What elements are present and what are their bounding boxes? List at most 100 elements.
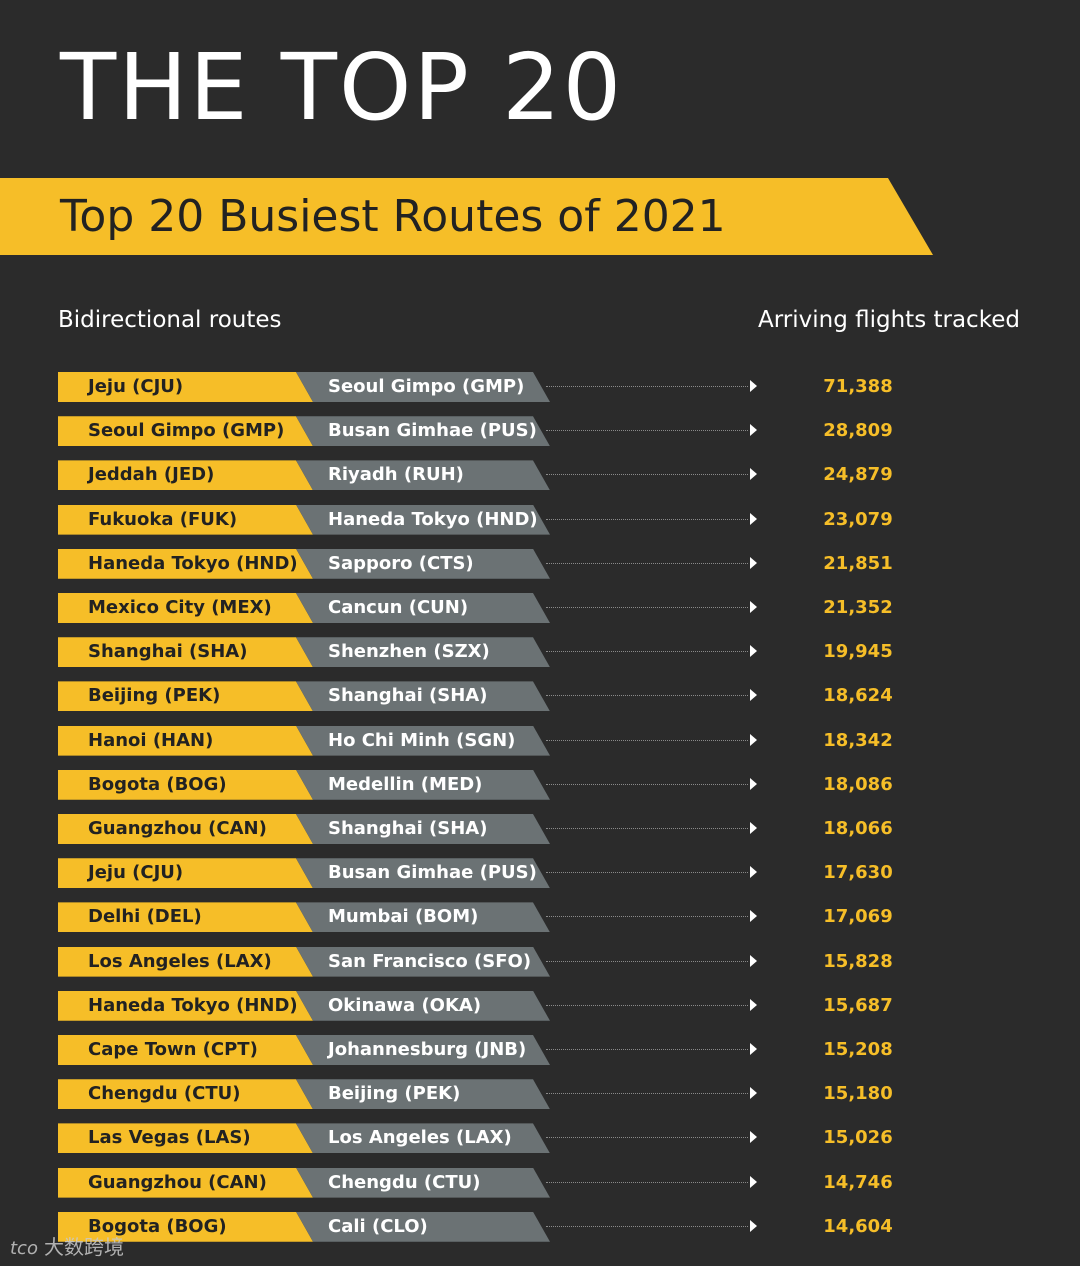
flights-value: 19,945	[823, 641, 893, 663]
arrow-right-icon	[750, 777, 757, 790]
route-destination: Ho Chi Minh (SGN)	[296, 725, 550, 756]
arrow-right-icon	[750, 1175, 757, 1188]
dotted-leader-line	[546, 1137, 748, 1139]
table-row: Cape Town (CPT) Johannesburg (JNB) 15,208	[0, 1035, 1080, 1065]
arrow-right-icon	[750, 910, 757, 923]
table-row: Beijing (PEK) Shanghai (SHA) 18,624	[0, 681, 1080, 712]
table-row: Jeju (CJU) Seoul Gimpo (GMP) 71,388	[0, 372, 1080, 402]
flights-value: 21,851	[823, 552, 893, 574]
flights-column-header: Arriving flights tracked	[758, 307, 1020, 333]
arrow-right-icon	[750, 998, 757, 1011]
arrow-right-icon	[750, 866, 757, 879]
route-origin: Fukuoka (FUK)	[58, 504, 313, 535]
arrow-right-icon	[750, 1043, 757, 1055]
watermark-text: 大数跨境	[43, 1235, 124, 1259]
route-destination: Sapporo (CTS)	[296, 548, 550, 579]
route-origin: Chengdu (CTU)	[58, 1079, 313, 1110]
dotted-leader-line	[546, 1181, 748, 1183]
arrow-right-icon	[750, 380, 757, 392]
table-row: Shanghai (SHA) Shenzhen (SZX) 19,945	[0, 637, 1080, 668]
route-origin: Cape Town (CPT)	[58, 1035, 313, 1065]
route-destination: Busan Gimhae (PUS)	[296, 858, 550, 889]
route-origin: Beijing (PEK)	[58, 681, 313, 712]
route-destination: Cali (CLO)	[296, 1211, 550, 1242]
route-destination: Beijing (PEK)	[296, 1079, 550, 1110]
dotted-leader-line	[546, 651, 748, 653]
table-row: Jeddah (JED) Riyadh (RUH) 24,879	[0, 460, 1080, 491]
dotted-leader-line	[546, 872, 748, 874]
dotted-leader-line	[546, 1093, 748, 1095]
flights-value: 18,066	[823, 818, 893, 839]
arrow-right-icon	[750, 1219, 757, 1232]
arrow-right-icon	[750, 512, 757, 525]
route-destination: Busan Gimhae (PUS)	[296, 416, 550, 447]
chart-title: Top 20 Busiest Routes of 2021	[60, 191, 726, 242]
arrow-right-icon	[750, 468, 757, 481]
arrow-right-icon	[750, 822, 757, 834]
table-row: Haneda Tokyo (HND) Okinawa (OKA) 15,687	[0, 990, 1080, 1021]
dotted-leader-line	[546, 607, 748, 608]
table-row: Las Vegas (LAS) Los Angeles (LAX) 15,026	[0, 1123, 1080, 1154]
route-destination: Seoul Gimpo (GMP)	[296, 372, 550, 402]
dotted-leader-line	[546, 562, 748, 564]
arrow-right-icon	[750, 556, 757, 569]
flights-value: 71,388	[823, 376, 893, 397]
flights-value: 17,069	[823, 906, 893, 928]
dotted-leader-line	[546, 1004, 748, 1006]
arrow-right-icon	[750, 689, 757, 702]
route-origin: Bogota (BOG)	[58, 1211, 313, 1242]
dotted-leader-line	[546, 518, 748, 520]
route-origin: Los Angeles (LAX)	[58, 946, 313, 977]
table-row: Chengdu (CTU) Beijing (PEK) 15,180	[0, 1079, 1080, 1110]
route-origin: Haneda Tokyo (HND)	[58, 990, 313, 1021]
flights-value: 24,879	[823, 464, 893, 486]
table-row: Jeju (CJU) Busan Gimhae (PUS) 17,630	[0, 858, 1080, 889]
route-destination: Riyadh (RUH)	[296, 460, 550, 491]
flights-value: 14,746	[823, 1171, 893, 1193]
route-origin: Guangzhou (CAN)	[58, 814, 313, 844]
flights-value: 21,352	[823, 597, 893, 618]
table-row: Guangzhou (CAN) Chengdu (CTU) 14,746	[0, 1167, 1080, 1198]
dotted-leader-line	[546, 474, 748, 476]
dotted-leader-line	[546, 1225, 748, 1227]
arrow-right-icon	[750, 645, 757, 658]
arrow-right-icon	[750, 733, 757, 746]
dotted-leader-line	[546, 695, 748, 697]
route-origin: Las Vegas (LAS)	[58, 1123, 313, 1154]
table-row: Seoul Gimpo (GMP) Busan Gimhae (PUS) 28,80…	[0, 416, 1080, 447]
arrow-right-icon	[750, 424, 757, 437]
flights-value: 14,604	[823, 1215, 893, 1237]
flights-value: 18,086	[823, 773, 893, 795]
route-destination: Mumbai (BOM)	[296, 902, 550, 933]
route-destination: Haneda Tokyo (HND)	[296, 504, 550, 535]
dotted-leader-line	[546, 386, 748, 387]
route-destination: Shanghai (SHA)	[296, 681, 550, 712]
route-origin: Seoul Gimpo (GMP)	[58, 416, 313, 447]
route-origin: Haneda Tokyo (HND)	[58, 548, 313, 579]
route-destination: Cancun (CUN)	[296, 593, 550, 623]
route-destination: Johannesburg (JNB)	[296, 1035, 550, 1065]
flights-value: 15,208	[823, 1039, 893, 1060]
route-destination: Medellin (MED)	[296, 769, 550, 800]
route-origin: Jeju (CJU)	[58, 372, 313, 402]
route-origin: Jeddah (JED)	[58, 460, 313, 491]
route-destination: Chengdu (CTU)	[296, 1167, 550, 1198]
flights-value: 18,624	[823, 685, 893, 707]
arrow-right-icon	[750, 954, 757, 967]
route-destination: Shanghai (SHA)	[296, 814, 550, 844]
arrow-right-icon	[750, 1087, 757, 1100]
flights-value: 18,342	[823, 729, 893, 751]
flights-value: 15,687	[823, 994, 893, 1016]
flights-value: 15,828	[823, 950, 893, 972]
table-row: Hanoi (HAN) Ho Chi Minh (SGN) 18,342	[0, 725, 1080, 756]
route-destination: Los Angeles (LAX)	[296, 1123, 550, 1154]
dotted-leader-line	[546, 916, 748, 918]
page-title: THE TOP 20	[60, 34, 624, 141]
table-row: Bogota (BOG) Cali (CLO) 14,604	[0, 1211, 1080, 1242]
table-row: Mexico City (MEX) Cancun (CUN) 21,352	[0, 593, 1080, 623]
route-origin: Hanoi (HAN)	[58, 725, 313, 756]
route-origin: Delhi (DEL)	[58, 902, 313, 933]
dotted-leader-line	[546, 739, 748, 741]
routes-column-header: Bidirectional routes	[58, 307, 282, 333]
